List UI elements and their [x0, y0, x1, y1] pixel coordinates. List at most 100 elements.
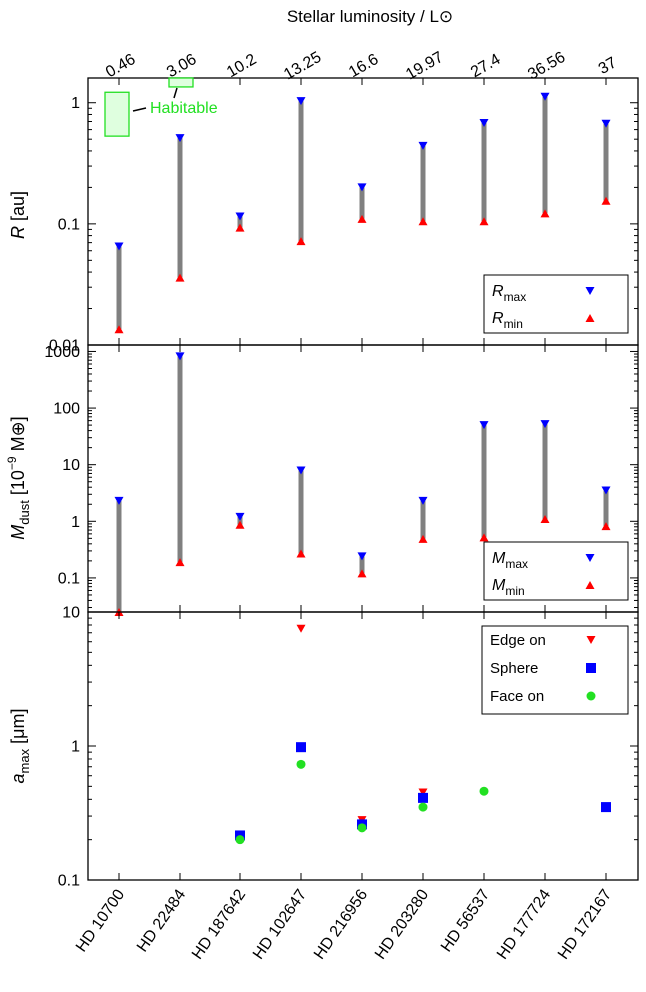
top-tick-label: 3.06: [164, 51, 200, 81]
y-tick-label: 0.1: [58, 570, 80, 587]
star-name-hd-10700: HD 10700: [73, 886, 128, 955]
m-max-marker-hd-203280: [418, 496, 428, 505]
r-min-marker-hd-187642: [235, 223, 245, 232]
legend-label: Rmin: [492, 310, 523, 331]
y-tick-label: 0.1: [58, 216, 80, 233]
y-tick-label: 10: [62, 457, 80, 474]
m-max-marker-hd-56537: [479, 421, 489, 430]
legend-box: [483, 274, 629, 334]
m-max-marker-hd-172167: [601, 486, 611, 495]
star-name-hd-22484: HD 22484: [134, 886, 189, 955]
m-min-marker-hd-203280: [418, 534, 428, 543]
m-min-marker-hd-172167: [601, 522, 611, 531]
habitable-zone-hd-10700: [104, 91, 130, 137]
r-max-marker-hd-203280: [418, 141, 428, 150]
r-min-marker-hd-203280: [418, 217, 428, 226]
star-name-hd-203280: HD 203280: [372, 886, 432, 962]
top-tick-label: 37: [596, 54, 620, 78]
r-max-marker-hd-172167: [601, 119, 611, 128]
legend-marker: [585, 287, 595, 295]
r-max-marker-hd-177724: [540, 92, 550, 101]
m-max-marker-hd-22484: [175, 352, 185, 361]
r-min-marker-hd-56537: [479, 217, 489, 226]
legend-label: Edge on: [490, 632, 546, 649]
legend-marker: [585, 314, 595, 322]
sphere-marker-hd-203280: [418, 792, 428, 803]
legend-marker: [586, 636, 596, 644]
habitable-pointer: [173, 87, 178, 99]
grain-size-panel: 0.1 1 10 Edge on Sphere Face on: [58, 605, 639, 890]
r-min-marker-hd-177724: [540, 209, 550, 218]
habitable-label: Habitable: [150, 100, 218, 117]
y-tick-label: 1: [71, 739, 80, 756]
top-tick-label: 10.2: [224, 51, 260, 81]
m-max-marker-hd-10700: [114, 496, 124, 505]
star-name-hd-216956: HD 216956: [311, 886, 371, 962]
legend-label: Face on: [490, 688, 544, 705]
radius-panel: 0.01 0.1 1 Rmax Rmin Habitable: [49, 77, 639, 355]
r-max-marker-hd-10700: [114, 242, 124, 251]
sphere-marker-hd-102647: [296, 742, 306, 753]
m-min-marker-hd-56537: [479, 533, 489, 542]
r-max-marker-hd-22484: [175, 134, 185, 143]
edge-on-marker-hd-102647: [296, 624, 306, 633]
habitable-zone-hd-22484: [168, 77, 194, 88]
legend-label: Mmax: [492, 550, 528, 571]
legend-marker: [585, 581, 595, 589]
y-tick-label: 10: [62, 605, 80, 622]
y-tick-label: 0.1: [58, 873, 80, 890]
m-min-marker-hd-102647: [296, 549, 306, 558]
legend-label: Mmin: [492, 577, 525, 598]
m-max-marker-hd-177724: [540, 420, 550, 429]
legend-box: [481, 625, 629, 715]
star-name-hd-102647: HD 102647: [250, 886, 310, 962]
top-axis-title: Stellar luminosity / L⊙: [287, 7, 453, 26]
legend-marker: [586, 663, 596, 673]
r-min-marker-hd-172167: [601, 196, 611, 205]
face-on-marker-hd-102647: [296, 759, 306, 769]
m-max-marker-hd-187642: [235, 512, 245, 521]
face-on-marker-hd-187642: [235, 835, 245, 845]
sphere-marker-hd-172167: [601, 802, 611, 813]
m-max-marker-hd-102647: [296, 466, 306, 475]
y-tick-label: 1000: [44, 344, 80, 361]
r-min-marker-hd-22484: [175, 273, 185, 282]
y-tick-label: 100: [53, 401, 80, 418]
top-tick-label: 16.6: [346, 51, 382, 81]
face-on-marker-hd-56537: [479, 786, 489, 796]
r-min-marker-hd-216956: [357, 214, 367, 223]
star-name-hd-172167: HD 172167: [555, 886, 615, 962]
y-tick-label: 1: [71, 95, 80, 112]
r-max-marker-hd-56537: [479, 119, 489, 128]
dust-mass-panel: 0.1 1 10 100 1000 Mmax Mmin: [44, 344, 639, 616]
habitable-pointer: [132, 107, 147, 112]
face-on-marker-hd-216956: [357, 823, 367, 833]
star-name-labels: HD 10700 HD 22484 HD 187642 HD 102647 HD 216…: [73, 886, 615, 962]
y-tick-label: 1: [71, 514, 80, 531]
edge-on-marker-hd-203280: [418, 788, 428, 797]
m-max-marker-hd-216956: [357, 552, 367, 561]
r-max-marker-hd-102647: [296, 97, 306, 106]
r-max-marker-hd-216956: [357, 183, 367, 192]
grain-size-axis-label: amax [μm]: [8, 709, 32, 784]
face-on-marker-hd-203280: [418, 802, 428, 812]
dust-mass-axis-label: Mdust [10−9 M⊕]: [5, 416, 32, 539]
legend-label: Rmax: [492, 283, 526, 304]
top-tick-label: 27.4: [468, 51, 504, 81]
y-tick-label: 0.01: [49, 338, 80, 355]
legend-box: [483, 541, 629, 601]
m-min-marker-hd-22484: [175, 558, 185, 567]
r-max-marker-hd-187642: [235, 212, 245, 221]
legend-label: Sphere: [490, 660, 538, 677]
star-name-hd-177724: HD 177724: [494, 886, 554, 962]
star-name-hd-187642: HD 187642: [189, 886, 249, 962]
r-min-marker-hd-102647: [296, 237, 306, 246]
legend-marker: [586, 691, 596, 701]
top-tick-label: 0.46: [103, 51, 139, 81]
r-min-marker-hd-10700: [114, 325, 124, 334]
m-min-marker-hd-216956: [357, 569, 367, 578]
m-min-marker-hd-177724: [540, 514, 550, 523]
m-min-marker-hd-187642: [235, 520, 245, 529]
star-name-hd-56537: HD 56537: [438, 886, 493, 955]
